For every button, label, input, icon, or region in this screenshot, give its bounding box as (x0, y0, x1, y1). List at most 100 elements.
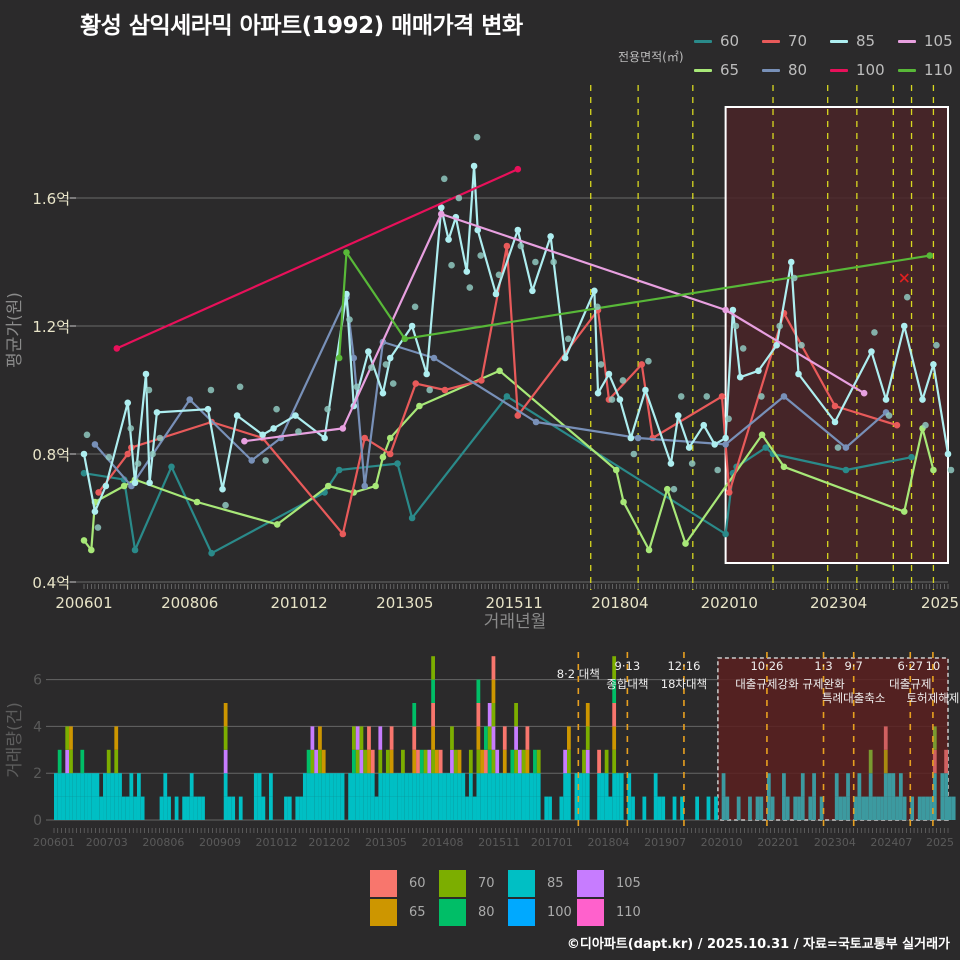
bar-legend-swatch (439, 899, 466, 926)
svg-text:종합대책: 종합대책 (606, 677, 648, 691)
footer-credit: ©디아파트(dapt.kr) / 2025.10.31 / 자료=국토교통부 실… (566, 937, 950, 952)
svg-text:201907: 201907 (644, 836, 686, 849)
legend-item-60: 60 (694, 32, 739, 50)
bar-legend-item-65: 65 (370, 899, 426, 926)
bar-legend-swatch (370, 899, 397, 926)
bar-legend-swatch (439, 870, 466, 897)
bar-legend-label: 110 (616, 905, 641, 920)
svg-text:18차대책: 18차대책 (661, 677, 707, 691)
svg-text:10: 10 (926, 659, 941, 673)
legend-label: 110 (924, 61, 953, 79)
svg-text:202010: 202010 (701, 836, 743, 849)
svg-text:201511: 201511 (478, 836, 520, 849)
svg-text:거래량(건): 거래량(건) (5, 702, 25, 778)
bar-legend-swatch (577, 899, 604, 926)
legend-item-70: 70 (762, 32, 807, 50)
svg-text:평균가(원): 평균가(원) (5, 292, 25, 368)
svg-text:1·3: 1·3 (814, 659, 832, 673)
svg-text:202304: 202304 (810, 594, 867, 612)
svg-text:201408: 201408 (422, 836, 464, 849)
legend-swatch (898, 39, 916, 43)
legend-swatch (830, 39, 848, 43)
legend-swatch (898, 68, 916, 72)
svg-text:9·13: 9·13 (615, 659, 641, 673)
svg-text:8·2 대책: 8·2 대책 (557, 667, 600, 681)
svg-text:2025: 2025 (926, 836, 954, 849)
svg-text:0.4억: 0.4억 (32, 574, 70, 592)
svg-text:200909: 200909 (199, 836, 241, 849)
svg-text:특례대출축소: 특례대출축소 (822, 691, 885, 705)
bar-legend-label: 105 (616, 876, 641, 891)
legend-item-80: 80 (762, 61, 807, 79)
bar-legend-item-70: 70 (439, 870, 495, 897)
svg-text:201701: 201701 (531, 836, 573, 849)
legend-label: 80 (788, 61, 808, 79)
legend-title: 전용면적(㎡) (618, 50, 684, 64)
svg-text:201511: 201511 (486, 594, 543, 612)
svg-text:201012: 201012 (256, 836, 298, 849)
svg-text:1.2억: 1.2억 (32, 318, 70, 336)
bar-legend-label: 70 (478, 876, 495, 891)
svg-text:201012: 201012 (270, 594, 327, 612)
svg-text:10·26: 10·26 (750, 659, 783, 673)
bar-legend-swatch (577, 870, 604, 897)
svg-text:202010: 202010 (701, 594, 758, 612)
svg-text:201804: 201804 (588, 836, 630, 849)
svg-text:201804: 201804 (591, 594, 648, 612)
bar-legend-swatch (508, 899, 535, 926)
svg-text:9·7: 9·7 (845, 659, 863, 673)
svg-text:201305: 201305 (365, 836, 407, 849)
bar-legend-label: 85 (547, 876, 564, 891)
bar-legend-item-60: 60 (370, 870, 426, 897)
legend-label: 70 (788, 32, 808, 50)
svg-text:202304: 202304 (814, 836, 856, 849)
legend-label: 60 (720, 32, 740, 50)
svg-text:4: 4 (33, 719, 42, 735)
legend-label: 105 (924, 32, 953, 50)
svg-text:200806: 200806 (142, 836, 184, 849)
legend-item-65: 65 (694, 61, 739, 79)
bar-legend-label: 60 (409, 876, 426, 891)
legend-swatch (762, 39, 780, 43)
legend-item-110: 110 (898, 61, 953, 79)
svg-text:200601: 200601 (33, 836, 75, 849)
svg-text:6·27: 6·27 (897, 659, 923, 673)
svg-text:규제완화: 규제완화 (802, 677, 845, 691)
svg-text:201305: 201305 (376, 594, 433, 612)
svg-text:토허제해제: 토허제해제 (906, 691, 959, 705)
svg-text:0: 0 (33, 813, 42, 829)
legend-item-100: 100 (830, 61, 885, 79)
svg-text:대출규제: 대출규제 (889, 677, 931, 691)
bar-legend-item-105: 105 (577, 870, 641, 897)
svg-text:200806: 200806 (161, 594, 218, 612)
svg-text:0.8억: 0.8억 (32, 446, 70, 464)
bar-legend-item-110: 110 (577, 899, 641, 926)
svg-text:대출규제강화: 대출규제강화 (735, 677, 799, 691)
legend-bar-colors: 60 65 70 80 85 100 105 110 (370, 870, 670, 930)
svg-text:1.6억: 1.6억 (32, 190, 70, 208)
svg-text:202201: 202201 (757, 836, 799, 849)
bar-legend-swatch (508, 870, 535, 897)
legend-label: 100 (856, 61, 885, 79)
svg-text:201202: 201202 (308, 836, 350, 849)
svg-text:200703: 200703 (86, 836, 128, 849)
svg-text:200601: 200601 (55, 594, 112, 612)
bar-legend-swatch (370, 870, 397, 897)
legend-item-85: 85 (830, 32, 875, 50)
chart-title: 황성 삼익세라믹 아파트(1992) 매매가격 변화 (80, 13, 523, 39)
bar-legend-item-85: 85 (508, 870, 564, 897)
bar-legend-item-100: 100 (508, 899, 572, 926)
legend-label: 85 (856, 32, 876, 50)
svg-text:거래년월: 거래년월 (484, 612, 547, 632)
bar-legend-item-80: 80 (439, 899, 495, 926)
svg-text:202407: 202407 (870, 836, 912, 849)
legend-label: 65 (720, 61, 740, 79)
legend-area-size: 전용면적(㎡) 60 70 85 105 65 80 100 110 (612, 30, 960, 90)
svg-text:2: 2 (33, 766, 42, 782)
legend-swatch (762, 68, 780, 72)
bar-legend-label: 65 (409, 905, 426, 920)
legend-swatch (694, 68, 712, 72)
bar-legend-label: 100 (547, 905, 572, 920)
legend-item-105: 105 (898, 32, 953, 50)
